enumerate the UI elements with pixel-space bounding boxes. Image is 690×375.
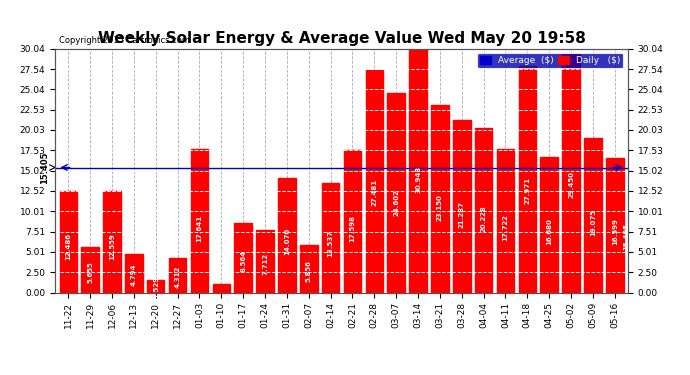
Text: 23.150: 23.150	[437, 195, 443, 221]
Text: 7.712: 7.712	[262, 253, 268, 275]
Text: 19.075: 19.075	[590, 209, 596, 236]
Text: 21.287: 21.287	[459, 201, 465, 228]
Text: 12.486: 12.486	[66, 233, 71, 260]
Bar	[584, 138, 602, 292]
Bar	[125, 254, 143, 292]
Bar	[190, 149, 208, 292]
Text: 27.481: 27.481	[371, 178, 377, 206]
Bar	[104, 190, 121, 292]
Text: 12.559: 12.559	[109, 233, 115, 260]
Bar	[344, 150, 362, 292]
Text: 27.971: 27.971	[524, 177, 531, 204]
Text: 5.655: 5.655	[87, 261, 93, 283]
Bar	[169, 258, 186, 292]
Bar	[256, 230, 274, 292]
Text: 24.602: 24.602	[393, 189, 400, 216]
Text: 17.598: 17.598	[349, 215, 355, 242]
Text: 15.405: 15.405	[40, 151, 49, 184]
Legend: Average  ($), Daily   ($): Average ($), Daily ($)	[477, 53, 623, 68]
Text: 13.537: 13.537	[328, 230, 334, 256]
Bar	[562, 54, 580, 292]
Bar	[81, 247, 99, 292]
Text: 14.070: 14.070	[284, 228, 290, 255]
Bar	[366, 69, 383, 292]
Bar	[606, 158, 624, 292]
Bar	[59, 191, 77, 292]
Title: Weekly Solar Energy & Average Value Wed May 20 19:58: Weekly Solar Energy & Average Value Wed …	[97, 31, 586, 46]
Text: 30.943: 30.943	[415, 166, 421, 193]
Bar	[453, 120, 471, 292]
Text: Copyright 2015 Cartronics.com: Copyright 2015 Cartronics.com	[59, 36, 190, 45]
Text: 20.228: 20.228	[481, 205, 486, 232]
Bar	[213, 284, 230, 292]
Bar	[431, 105, 448, 292]
Bar	[475, 128, 493, 292]
Text: 4.312: 4.312	[175, 266, 181, 288]
Bar	[235, 223, 252, 292]
Bar	[409, 41, 427, 292]
Text: 29.450: 29.450	[568, 171, 574, 198]
Bar	[540, 157, 558, 292]
Text: 17.641: 17.641	[197, 214, 202, 242]
Text: 8.564: 8.564	[240, 250, 246, 272]
Text: 5.856: 5.856	[306, 260, 312, 282]
Bar	[388, 93, 405, 292]
Bar	[497, 149, 514, 292]
Text: 4.794: 4.794	[131, 264, 137, 286]
Text: 1.529: 1.529	[152, 276, 159, 298]
Bar	[300, 245, 317, 292]
Bar	[519, 66, 536, 292]
Bar	[322, 183, 339, 292]
Bar	[278, 178, 295, 292]
Text: 16.680: 16.680	[546, 218, 552, 245]
Bar	[147, 280, 164, 292]
Text: 16.599: 16.599	[612, 219, 618, 245]
Text: 17.722: 17.722	[502, 214, 509, 241]
Text: 15.405: 15.405	[622, 223, 629, 250]
